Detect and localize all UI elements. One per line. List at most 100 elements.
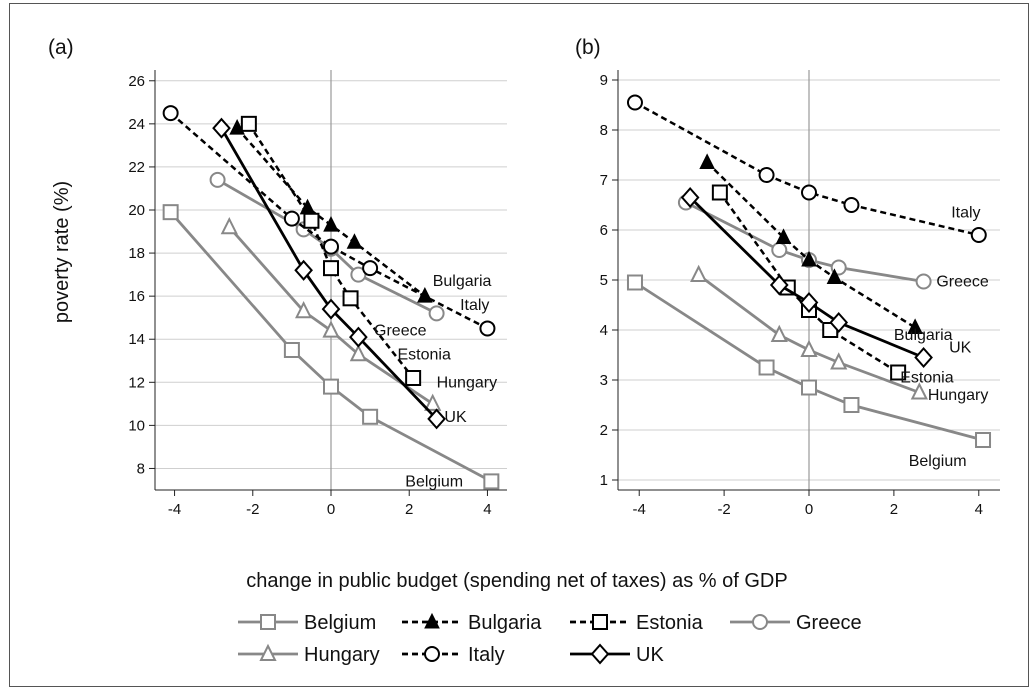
series-annotation: Belgium: [909, 453, 967, 470]
x-tick-label: 0: [805, 501, 813, 518]
y-tick-label: 6: [600, 222, 608, 239]
data-point-hungary: [349, 344, 367, 362]
data-point-bulgaria: [346, 233, 363, 249]
series-annotation: UK: [444, 409, 467, 426]
data-point-greece: [209, 171, 226, 188]
series-italy: [626, 94, 987, 243]
series-annotation: Estonia: [397, 346, 450, 363]
y-tick-label: 4: [600, 322, 608, 339]
panel-label: (a): [48, 36, 74, 59]
legend-item-bulgaria: Bulgaria: [402, 612, 542, 634]
data-point-bulgaria: [907, 318, 923, 334]
series-uk: [212, 117, 446, 430]
series-annotation: Greece: [374, 323, 427, 340]
series-annotation: Bulgaria: [894, 327, 953, 344]
series-annotation: Belgium: [405, 473, 463, 490]
y-tick-label: 18: [128, 245, 145, 262]
data-point-uk: [212, 117, 231, 139]
series-greece: [677, 194, 932, 290]
data-point-bulgaria: [826, 268, 843, 284]
data-point-bulgaria: [775, 228, 792, 244]
y-tick-label: 1: [600, 472, 608, 489]
y-tick-label: 22: [128, 159, 145, 176]
series-estonia: [240, 115, 422, 386]
data-point-belgium: [758, 359, 775, 376]
data-point-hungary: [295, 300, 313, 319]
series-annotation: Estonia: [900, 370, 953, 387]
data-point-hungary: [322, 320, 340, 338]
data-point-italy: [843, 197, 860, 213]
data-point-hungary: [800, 339, 818, 357]
legend-item-hungary: Hungary: [238, 643, 380, 666]
legend-marker: [424, 646, 440, 662]
series-annotation: Italy: [951, 205, 980, 222]
legend-label: Hungary: [304, 644, 380, 666]
legend-marker: [260, 614, 276, 630]
series-annotation: Hungary: [437, 374, 497, 391]
legend-item-belgium: Belgium: [238, 612, 376, 634]
data-point-bulgaria: [417, 287, 433, 303]
series-bulgaria: [699, 153, 923, 334]
legend: Belgium Bulgaria Estonia Greece Hungary Italy…: [238, 612, 862, 666]
panel-label: (b): [575, 36, 601, 59]
legend-label: UK: [636, 644, 664, 666]
data-point-uk: [349, 326, 368, 348]
data-point-italy: [479, 320, 496, 337]
series-line-estonia: [718, 191, 899, 374]
series-belgium: [626, 274, 992, 448]
data-point-belgium: [626, 274, 643, 291]
data-point-greece: [428, 305, 445, 322]
y-tick-label: 10: [128, 417, 145, 434]
data-point-belgium: [975, 432, 992, 448]
series-line-greece: [685, 201, 924, 283]
x-tick-label: 2: [405, 501, 413, 518]
series-annotation: Hungary: [928, 387, 988, 404]
data-point-italy: [323, 238, 339, 255]
data-point-bulgaria: [699, 153, 715, 169]
data-point-italy: [626, 94, 643, 111]
legend-item-greece: Greece: [730, 612, 862, 634]
x-tick-label: 4: [483, 501, 491, 518]
legend-item-estonia: Estonia: [570, 612, 704, 634]
legend-marker: [592, 614, 608, 630]
data-point-estonia: [323, 260, 339, 277]
data-point-uk: [829, 311, 849, 334]
data-point-italy: [801, 184, 817, 201]
data-point-greece: [771, 242, 788, 258]
data-point-uk: [294, 259, 313, 281]
data-point-hungary: [424, 393, 442, 411]
legend-item-italy: Italy: [402, 644, 505, 666]
y-tick-label: 20: [128, 202, 145, 219]
series-hungary: [690, 264, 928, 400]
y-tick-label: 26: [128, 73, 145, 90]
legend-label: Greece: [796, 612, 862, 634]
data-point-italy: [758, 167, 775, 183]
data-point-belgium: [362, 408, 379, 425]
series-annotation: UK: [949, 340, 972, 357]
data-point-estonia: [711, 184, 728, 201]
data-point-belgium: [162, 204, 179, 221]
data-point-estonia: [405, 370, 422, 386]
data-point-greece: [915, 273, 932, 290]
legend-marker: [752, 614, 768, 630]
x-tick-label: 0: [327, 501, 335, 518]
data-point-uk: [914, 346, 933, 369]
data-point-bulgaria: [229, 119, 245, 135]
y-tick-label: 7: [600, 172, 608, 189]
data-point-estonia: [342, 290, 359, 307]
y-tick-label: 12: [128, 374, 145, 391]
y-tick-label: 2: [600, 422, 608, 439]
series-annotation: Bulgaria: [433, 273, 492, 290]
x-tick-label: 4: [975, 501, 983, 518]
data-point-belgium: [483, 473, 500, 490]
data-point-italy: [283, 210, 300, 227]
data-point-uk: [427, 408, 446, 430]
series-annotation: Italy: [460, 297, 489, 314]
y-tick-label: 5: [600, 272, 608, 289]
x-axis-label: change in public budget (spending net of…: [246, 570, 787, 592]
data-point-hungary: [770, 324, 788, 342]
y-tick-label: 16: [128, 288, 145, 305]
